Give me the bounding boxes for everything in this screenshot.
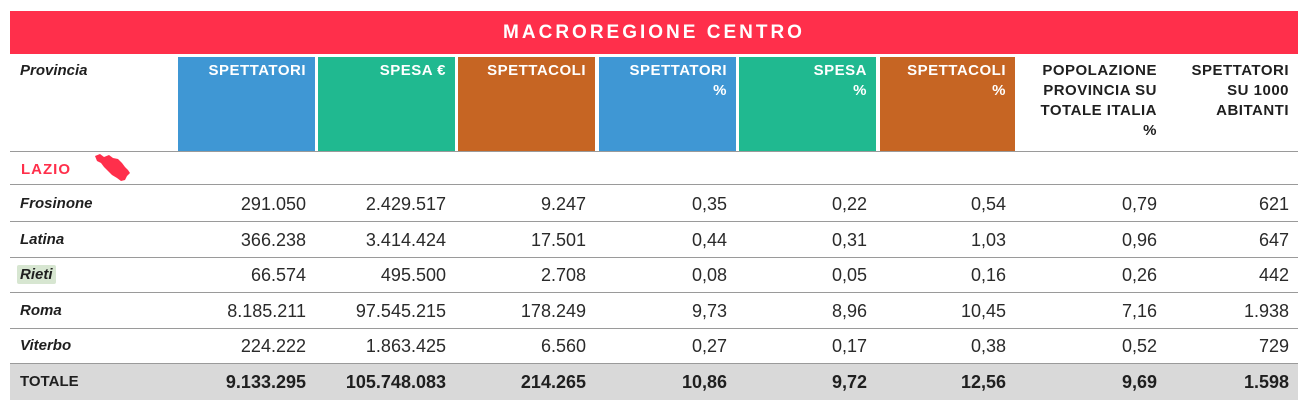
table-cell: 0,08 [691, 265, 727, 285]
table-cell: 366.238 [240, 230, 306, 250]
table-cell: 442 [1258, 265, 1289, 285]
header-line: SPETTATORI [629, 62, 727, 79]
table-cell: 178.249 [520, 301, 586, 321]
header-line: ABITANTI [1216, 102, 1289, 119]
table-cell: 8.185.211 [227, 301, 306, 321]
table-cell: 0,54 [970, 194, 1006, 214]
table-cell: 10,45 [960, 301, 1006, 321]
table-cell: 9.247 [540, 194, 586, 214]
province-name: Roma [10, 293, 176, 328]
table-cell: 0,05 [831, 265, 867, 285]
header-line: % [713, 82, 727, 99]
table-cell: 97.545.215 [355, 301, 446, 321]
header-spettatori-1000: SPETTATORI SU 1000 ABITANTI [1168, 57, 1298, 151]
total-label: TOTALE [10, 364, 176, 399]
cell-text: Latina [20, 231, 65, 248]
table-cell: 0,96 [1121, 230, 1157, 250]
province-name: Latina [10, 222, 176, 257]
table-cell: 6.560 [540, 336, 586, 356]
table-cell: 1,03 [970, 230, 1006, 250]
table-row: Rieti 66.574 495.500 2.708 0,08 0,05 0,16 0,26 4… [10, 257, 1298, 293]
table-cell: 12,56 [960, 372, 1006, 392]
header-line: SPETTATORI [208, 62, 306, 79]
table-cell: 1.938 [1243, 301, 1289, 321]
cell-text: TOTALE [20, 373, 79, 390]
table-cell: 10,86 [681, 372, 727, 392]
region-row: LAZIO [10, 151, 1298, 185]
header-line: SU 1000 [1227, 82, 1289, 99]
table-title: MACROREGIONE CENTRO [10, 11, 1298, 54]
table-row: Roma 8.185.211 97.545.215 178.249 9,73 8,96 10… [10, 293, 1298, 329]
table-cell: 621 [1258, 194, 1289, 214]
table-cell: 0,31 [831, 230, 867, 250]
table-cell: 729 [1258, 336, 1289, 356]
header-line: TOTALE ITALIA [1040, 102, 1157, 119]
header-line: SPETTACOLI [907, 62, 1006, 79]
table-cell: 17.501 [530, 230, 586, 250]
table-cell: 7,16 [1121, 301, 1157, 321]
header-spettacoli-pct: SPETTACOLI % [880, 57, 1015, 151]
table-cell: 291.050 [240, 194, 306, 214]
header-line: PROVINCIA SU [1043, 82, 1157, 99]
header-line: SPESA [813, 62, 867, 79]
table-cell: 9,69 [1121, 372, 1157, 392]
header-line: % [1143, 122, 1157, 139]
header-popolazione-pct: POPOLAZIONE PROVINCIA SU TOTALE ITALIA % [1018, 57, 1166, 151]
table-cell: 2.429.517 [365, 194, 446, 214]
table-cell: 214.265 [520, 372, 586, 392]
table-cell: 0,38 [970, 336, 1006, 356]
table-cell: 105.748.083 [345, 372, 446, 392]
cell-text: Viterbo [20, 337, 72, 354]
table-cell: 9,73 [691, 301, 727, 321]
header-line: % [853, 82, 867, 99]
table-cell: 647 [1258, 230, 1289, 250]
table-cell: 0,44 [691, 230, 727, 250]
table-cell: 0,35 [691, 194, 727, 214]
header-line: SPETTACOLI [487, 62, 586, 79]
table-cell: 0,79 [1121, 194, 1157, 214]
table-cell: 0,27 [691, 336, 727, 356]
table-cell: 0,26 [1121, 265, 1157, 285]
header-provincia: Provincia [20, 62, 88, 79]
province-name: Frosinone [10, 186, 176, 221]
total-row: TOTALE 9.133.295 105.748.083 214.265 10,86 9,… [10, 364, 1298, 400]
table-cell: 8,96 [831, 301, 867, 321]
province-name: Viterbo [10, 328, 176, 363]
table-row: Frosinone 291.050 2.429.517 9.247 0,35 0,22 0,… [10, 186, 1298, 222]
header-line: SPESA € [379, 62, 446, 79]
table-cell: 1.598 [1243, 372, 1289, 392]
header-line: % [992, 82, 1006, 99]
table-cell: 0,52 [1121, 336, 1157, 356]
province-name: Rieti [10, 257, 176, 292]
table-cell: 495.500 [380, 265, 446, 285]
table-cell: 0,16 [970, 265, 1006, 285]
table-cell: 1.863.425 [365, 336, 446, 356]
table-cell: 2.708 [540, 265, 586, 285]
cell-text: Roma [20, 302, 62, 319]
table-cell: 3.414.424 [365, 230, 446, 250]
lazio-map-icon [95, 154, 130, 181]
header-spettatori-pct: SPETTATORI % [599, 57, 736, 151]
region-label: LAZIO [21, 161, 71, 178]
header-line: POPOLAZIONE [1042, 62, 1157, 79]
cell-text: Frosinone [20, 195, 93, 212]
table-cell: 224.222 [240, 336, 306, 356]
table-cell: 66.574 [250, 265, 306, 285]
cell-text: Rieti [17, 265, 56, 284]
table-cell: 0,22 [831, 194, 867, 214]
header-spettacoli: SPETTACOLI [458, 57, 595, 151]
table-cell: 0,17 [831, 336, 867, 356]
table-cell: 9.133.295 [225, 372, 306, 392]
header-spesa-pct: SPESA % [739, 57, 876, 151]
header-spesa: SPESA € [318, 57, 455, 151]
table-row: Latina 366.238 3.414.424 17.501 0,44 0,31 1,03… [10, 222, 1298, 258]
table-row: Viterbo 224.222 1.863.425 6.560 0,27 0,17 0,38… [10, 328, 1298, 364]
header-line: SPETTATORI [1191, 62, 1289, 79]
header-spettatori: SPETTATORI [178, 57, 315, 151]
table-cell: 9,72 [831, 372, 867, 392]
